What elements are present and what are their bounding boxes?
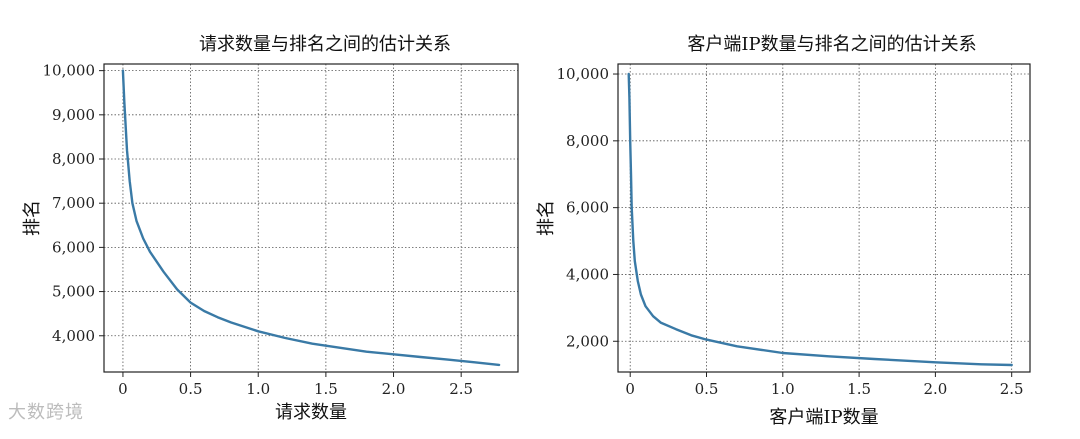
chart-client-ips-vs-rank: 0 0.5 1.0 1.5 2.0 2.5 2,000 4,000 6,000 8,000 10,0… (536, 34, 1031, 428)
x-axis-label: 请求数量 (275, 402, 347, 423)
y-tick-label: 6,000 (566, 199, 609, 217)
y-axis-label: 排名 (22, 200, 43, 236)
series-line (121, 69, 501, 367)
y-tick-label: 9,000 (52, 106, 95, 124)
chart-title: 客户端IP数量与排名之间的估计关系 (687, 34, 976, 55)
y-tick-label: 4,000 (52, 327, 95, 345)
y-tick-label: 10,000 (43, 62, 96, 80)
series-line (627, 72, 1013, 367)
x-tick-label: 2.5 (1000, 380, 1024, 398)
y-tick-label: 10,000 (557, 65, 610, 83)
chart-requests-vs-rank: 0 0.5 1.0 1.5 2.0 2.5 4,000 5,000 6,000 7,000 8,00… (22, 34, 519, 423)
x-tick-label: 2.5 (449, 380, 473, 398)
y-tick-label: 7,000 (52, 194, 95, 212)
y-tick-label: 8,000 (52, 150, 95, 168)
x-tick-label: 1.5 (847, 380, 871, 398)
x-tick-label: 0.5 (695, 380, 719, 398)
x-tick-label: 0.5 (179, 380, 203, 398)
plot-frame (617, 63, 1031, 373)
y-tick-label: 4,000 (566, 265, 609, 283)
x-tick-label: 1.0 (246, 380, 270, 398)
x-tick-label: 1.0 (771, 380, 795, 398)
y-tick-label: 2,000 (566, 332, 609, 350)
plot-frame (103, 63, 519, 373)
y-axis-label: 排名 (536, 200, 557, 236)
y-tick-label: 8,000 (566, 132, 609, 150)
x-tick-label: 0 (118, 380, 128, 398)
x-tick-label: 2.0 (382, 380, 406, 398)
y-tick-label: 5,000 (52, 283, 95, 301)
x-axis-label: 客户端IP数量 (769, 407, 878, 428)
x-tick-label: 2.0 (923, 380, 947, 398)
x-tick-label: 1.5 (314, 380, 338, 398)
chart-title: 请求数量与排名之间的估计关系 (199, 34, 451, 55)
watermark: 大数跨境 (8, 402, 84, 423)
x-tick-label: 0 (625, 380, 635, 398)
y-tick-label: 6,000 (52, 238, 95, 256)
